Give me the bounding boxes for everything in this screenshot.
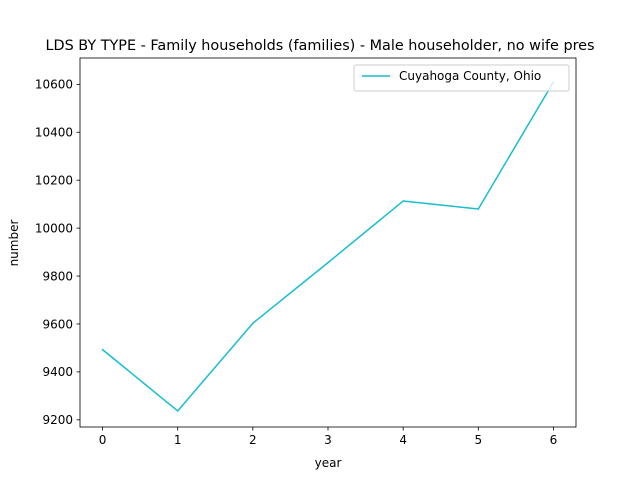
y-axis-label: number xyxy=(7,220,21,267)
data-point xyxy=(176,410,179,412)
data-point xyxy=(477,208,480,210)
y-tick-label: 10600 xyxy=(35,78,73,92)
plot-area xyxy=(101,81,555,412)
x-tick-label: 0 xyxy=(99,433,107,447)
x-tick-label: 4 xyxy=(399,433,407,447)
x-tick-label: 2 xyxy=(249,433,257,447)
x-axis: 0 1 2 3 4 5 6 xyxy=(99,427,558,447)
legend-box xyxy=(353,64,570,92)
x-axis-label: year xyxy=(315,456,342,470)
y-tick-label: 10000 xyxy=(35,221,73,235)
y-tick-label: 10200 xyxy=(35,174,73,188)
y-tick-label: 9600 xyxy=(42,317,73,331)
x-tick-label: 3 xyxy=(324,433,332,447)
x-tick-label: 5 xyxy=(474,433,482,447)
y-tick-label: 9800 xyxy=(42,269,73,283)
series-line-0 xyxy=(102,81,555,412)
x-tick-label: 6 xyxy=(550,433,558,447)
legend: Cuyahoga County, Ohio xyxy=(353,64,570,92)
axes-frame xyxy=(79,57,577,428)
y-tick-label: 10400 xyxy=(35,126,73,140)
y-axis: 9200 9400 9600 9800 10000 10200 10400 10600 xyxy=(35,78,80,427)
x-tick-label: 1 xyxy=(174,433,182,447)
data-point xyxy=(252,322,254,325)
data-point xyxy=(402,200,404,202)
y-tick-label: 9400 xyxy=(42,365,73,379)
legend-label: Cuyahoga County, Ohio xyxy=(399,69,541,83)
data-point xyxy=(101,348,104,351)
chart-title: LDS BY TYPE - Family households (familie… xyxy=(45,38,594,54)
y-tick-label: 9200 xyxy=(42,413,73,427)
data-point xyxy=(327,261,329,264)
